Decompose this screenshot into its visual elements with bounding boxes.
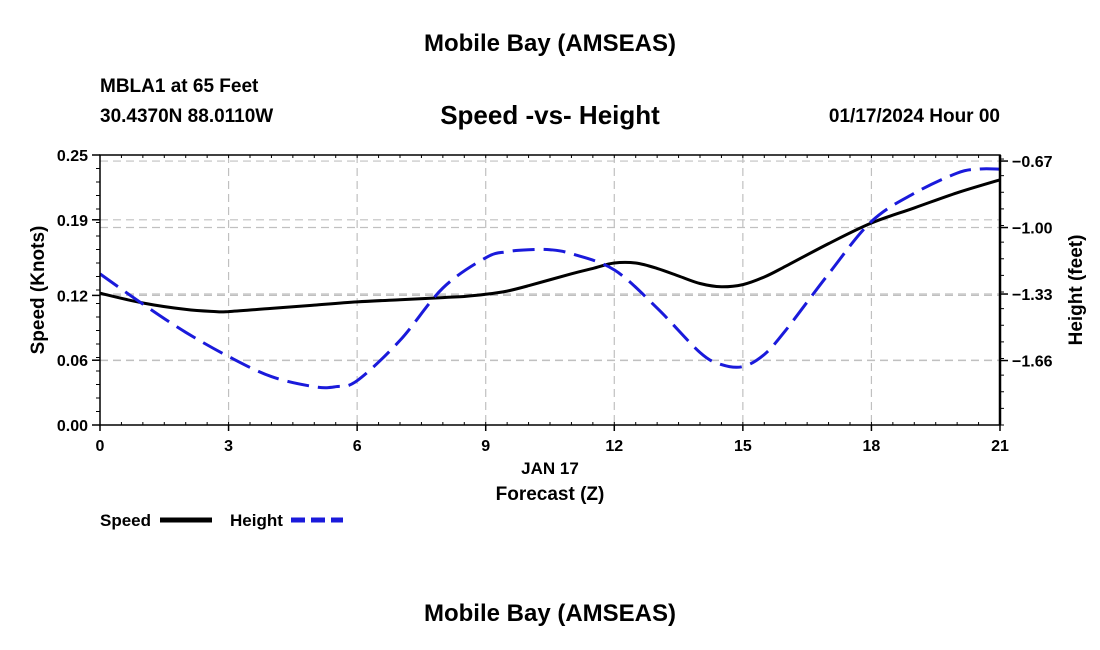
x-tick-label: 3 [224, 438, 233, 455]
height-series-line [99, 167, 1001, 390]
x-tick-label: 12 [605, 438, 623, 455]
station-name: MBLA1 at 65 Feet [100, 76, 259, 97]
station-coordinates: 30.4370N 88.0110W [100, 106, 274, 127]
x-tick-label: 6 [353, 438, 362, 455]
series-layer [99, 167, 1001, 390]
y2-axis-label: Height (feet) [1066, 235, 1087, 346]
footer-title: Mobile Bay (AMSEAS) [423, 600, 677, 627]
plot-frame [99, 154, 1001, 426]
y2-tick-label: −0.67 [1012, 154, 1053, 171]
y-tick-label: 0.25 [57, 148, 88, 165]
forecast-time: 01/17/2024 Hour 00 [828, 106, 1000, 127]
y-axis-label: Speed (Knots) [28, 226, 49, 355]
speed-height-chart: 0 3 6 9 12 15 18 21 0.00 0.06 0.12 0.19 0.25 −1.66 −1.… [28, 148, 1087, 530]
legend-height-label: Height [230, 511, 283, 530]
x-tick-label: 15 [734, 438, 752, 455]
grid-lines [100, 155, 1000, 425]
y-tick-label: 0.19 [57, 213, 88, 230]
speed-series-line [99, 178, 1001, 314]
legend: Speed Height [100, 511, 343, 530]
axes: 0 3 6 9 12 15 18 21 0.00 0.06 0.12 0.19 0.25 −1.66 −1.… [57, 148, 1053, 455]
y-tick-label: 0.06 [57, 353, 88, 370]
x-tick-label: 21 [991, 438, 1009, 455]
y-tick-label: 0.12 [57, 288, 88, 305]
x-tick-label: 9 [481, 438, 490, 455]
page-title: Mobile Bay (AMSEAS) [423, 30, 677, 57]
y2-tick-label: −1.00 [1012, 221, 1053, 238]
x-tick-label: 18 [863, 438, 881, 455]
y2-tick-label: −1.66 [1012, 354, 1053, 371]
x-date-label: JAN 17 [521, 459, 579, 478]
x-axis-label: Forecast (Z) [496, 484, 605, 505]
y2-tick-label: −1.33 [1012, 287, 1053, 304]
y-tick-label: 0.00 [57, 418, 88, 435]
legend-speed-label: Speed [100, 511, 151, 530]
x-tick-label: 0 [96, 438, 105, 455]
chart-title: Speed -vs- Height [440, 100, 660, 130]
